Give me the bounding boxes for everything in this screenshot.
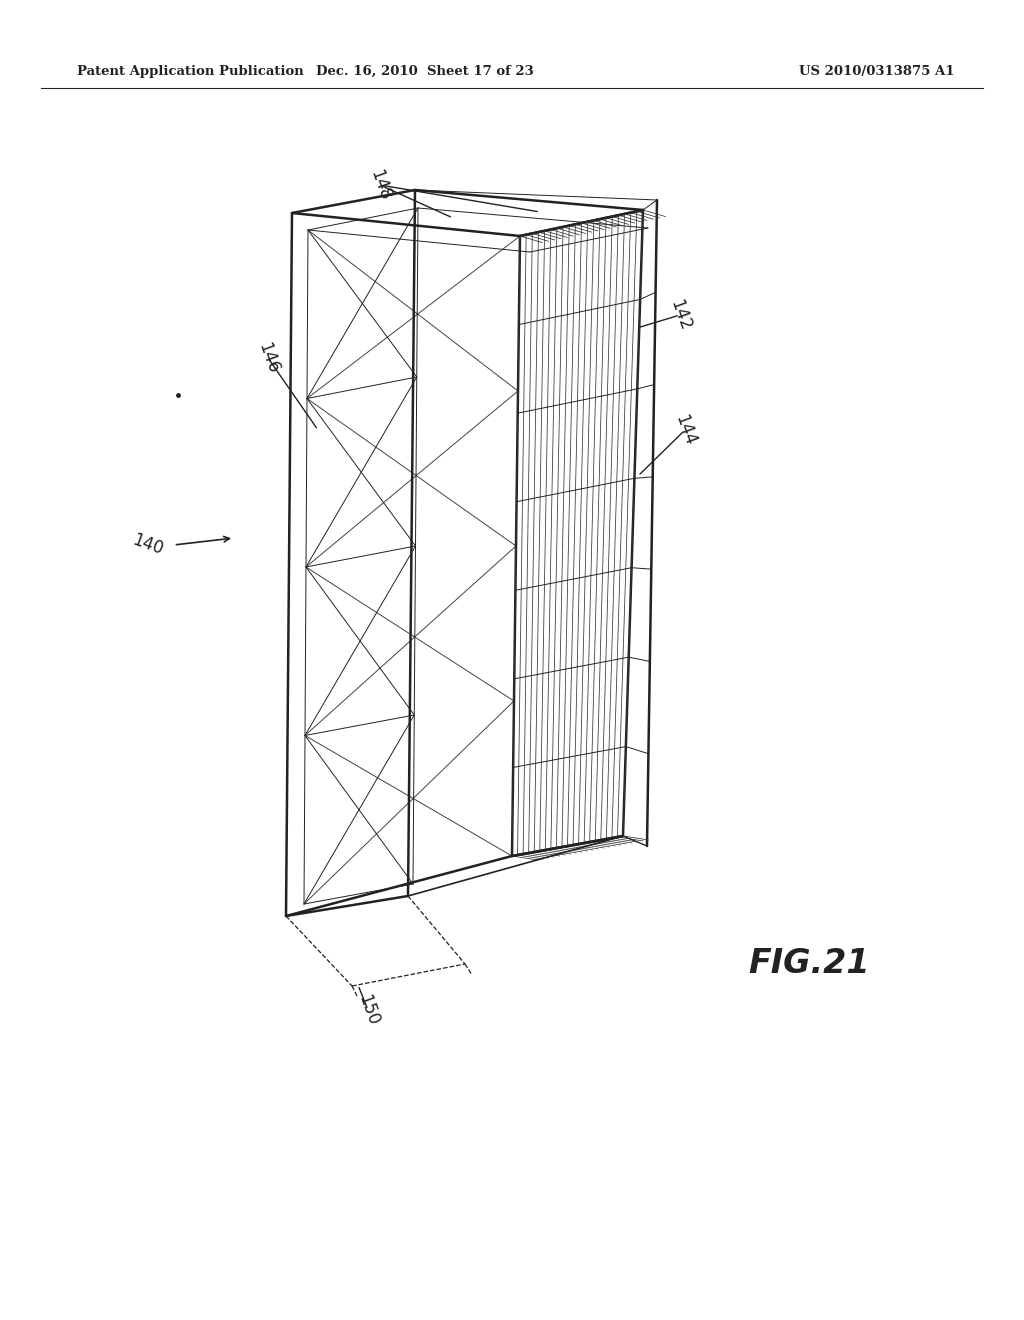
Text: 140: 140 [130, 531, 166, 558]
Text: 144: 144 [671, 412, 698, 447]
Text: Patent Application Publication: Patent Application Publication [77, 65, 303, 78]
Text: 146: 146 [254, 341, 282, 376]
Text: US 2010/0313875 A1: US 2010/0313875 A1 [799, 65, 954, 78]
Text: Dec. 16, 2010  Sheet 17 of 23: Dec. 16, 2010 Sheet 17 of 23 [316, 65, 534, 78]
Text: 142: 142 [667, 297, 694, 333]
Text: 150: 150 [354, 993, 382, 1028]
Text: FIG.21: FIG.21 [749, 948, 869, 979]
Text: 148: 148 [367, 168, 394, 203]
